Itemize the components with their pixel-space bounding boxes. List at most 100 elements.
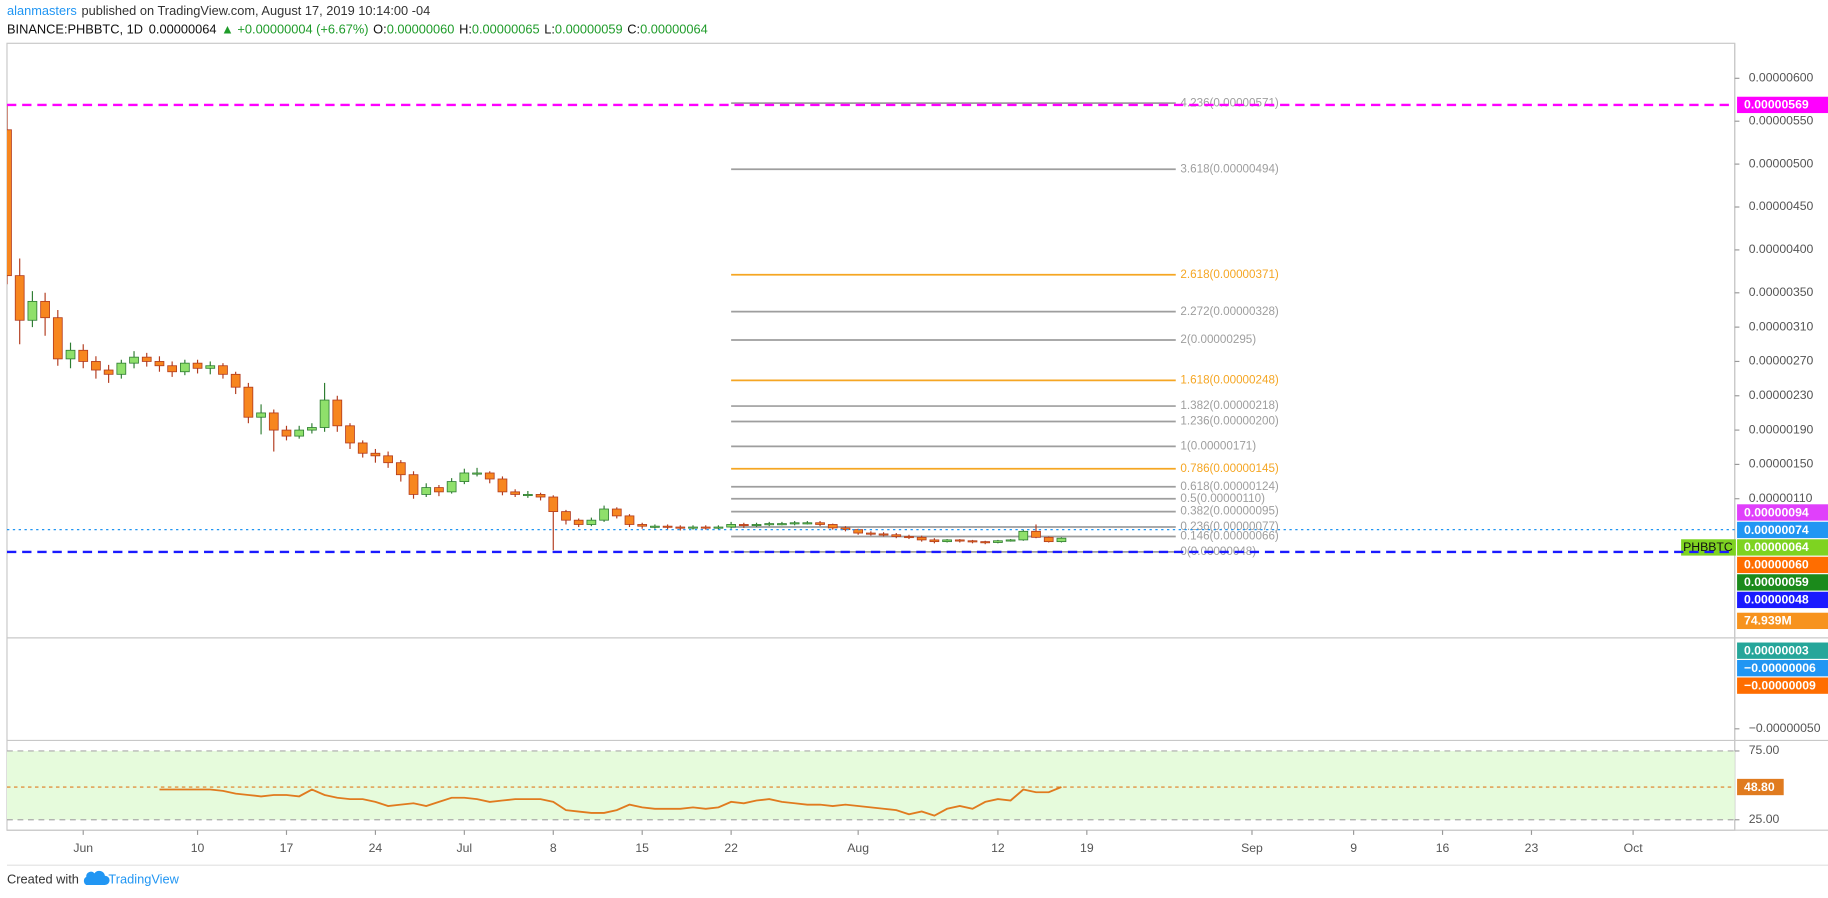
price-label: 0.00000003 [1744,643,1809,657]
candle-body [738,524,749,527]
fib-label: 0.618(0.00000124) [1180,480,1279,493]
candle-body [103,369,114,375]
x-tick-label: Jun [73,841,93,855]
fib-label: 0.146(0.00000066) [1180,530,1279,543]
price-label: 0.00000059 [1744,575,1809,589]
candle-body [891,534,902,537]
candle-body [179,362,190,373]
o-label: O: [373,22,387,37]
o-value: 0.00000060 [387,22,455,37]
price-label-bg [1737,521,1828,539]
candle-body [421,487,432,495]
candle-body [916,536,927,541]
volume-label: 74.939M [1744,614,1792,628]
volume-label-bg [1737,612,1828,630]
fib-label: 0.236(0.00000077) [1180,520,1279,533]
candle-body [78,349,89,362]
price-label: 0.00000048 [1744,593,1809,607]
author[interactable]: alanmasters [7,3,77,18]
c-label: C: [627,22,640,37]
candle-body [230,373,241,388]
candle-body [713,526,724,529]
candle-body [764,523,775,526]
fib-label: 0.786(0.00000145) [1180,462,1279,475]
candle-body [218,365,228,375]
rsi-label: 48.80 [1744,780,1775,794]
candle-body [205,365,216,369]
price-label: 0.00000060 [1744,558,1809,572]
y-tick-label: 0.00000350 [1749,285,1814,299]
candle-body [192,362,203,369]
candle-body [370,452,381,457]
x-tick-label: 17 [280,841,294,855]
y-tick-label: 0.00000310 [1749,319,1814,333]
candle-body [1031,530,1041,538]
published: published on TradingView.com, August 17,… [81,3,430,18]
price-label: 0.00000094 [1744,505,1809,519]
candle-body [129,356,139,364]
candle-body [967,540,978,543]
fib-label: 2(0.00000295) [1180,333,1256,346]
main-pane [6,102,1176,553]
candle-body [573,519,584,525]
header-line-2: BINANCE:PHBBTC, 1D 0.00000064 ▲ +0.0000000… [7,22,708,37]
price-label: −0.00000009 [1744,678,1816,692]
x-tick-label: 19 [1080,841,1094,855]
fib-label: 1(0.00000171) [1180,439,1256,452]
candle-body [167,365,178,373]
candle-body [497,478,508,493]
candle-body [929,539,940,543]
fib-label: 2.618(0.00000371) [1180,268,1279,281]
candle-body [510,491,521,495]
y-tick-label: 0.00000110 [1749,491,1813,505]
x-tick-label: Sep [1241,841,1263,855]
candle-body [357,442,368,454]
candle-body [1018,530,1029,541]
candle-body [319,399,330,428]
fib-label: 0.382(0.00000095) [1180,505,1279,518]
candle-body [294,429,305,437]
candle-body [281,429,292,437]
y-tick-label: 75.00 [1749,743,1780,757]
candle-body [154,361,165,367]
candle-body [840,527,851,531]
candle-body [675,526,686,529]
y-tick-label: 0.00000190 [1749,422,1814,436]
y-tick-label: −0.00000050 [1749,721,1821,735]
fib-label: 1.382(0.00000218) [1180,399,1279,412]
candle-body [116,362,127,375]
candle-body [27,300,38,321]
y-tick-label: 25.00 [1749,812,1780,826]
y-tick-label: 0.00000600 [1749,71,1814,85]
candle-body [256,412,266,418]
candle-body [599,508,609,521]
candle-body [688,526,698,529]
candle-body [243,386,254,418]
candle-body [700,526,711,529]
x-tick-label: 12 [991,841,1005,855]
chart-frame [6,42,1736,831]
x-tick-label: 9 [1350,841,1357,855]
candle-body [345,425,355,444]
h-value: 0.00000065 [472,22,540,37]
y-tick-label: 0.00000400 [1749,242,1814,256]
price-label-bg [1737,504,1828,521]
price-label-bg [1737,591,1828,609]
tradingview-logo[interactable] [83,870,110,886]
candle-body [548,496,559,513]
candle-body [65,349,76,360]
footer-brand[interactable]: TradingView [108,872,179,887]
candle-body [535,494,546,498]
fib-label: 3.618(0.00000494) [1180,162,1279,175]
x-tick-label: 16 [1436,841,1450,855]
footer-created: Created with [7,872,79,887]
candle-body [586,519,597,525]
price-label: 0.00000569 [1744,98,1809,112]
y-tick-label: 0.00000150 [1749,457,1814,471]
x-tick-label: 15 [635,841,649,855]
candle-body [942,539,952,543]
y-tick-label: 0.00000450 [1749,199,1814,213]
candle-body [472,472,482,475]
price-label: −0.00000006 [1744,661,1816,675]
